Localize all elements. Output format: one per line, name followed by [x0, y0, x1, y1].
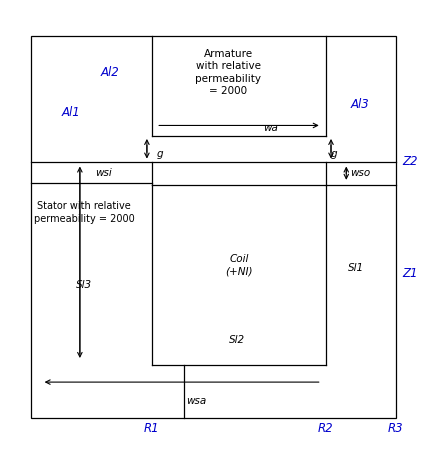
Text: Sl1: Sl1	[347, 263, 363, 273]
Text: Z1: Z1	[401, 268, 417, 281]
Text: g: g	[157, 150, 163, 159]
Bar	[31, 37, 395, 418]
Text: Armature
with relative
permeability
= 2000: Armature with relative permeability = 20…	[195, 49, 261, 96]
Text: wsi: wsi	[95, 168, 111, 178]
Text: Al2: Al2	[100, 66, 119, 79]
Text: Al1: Al1	[62, 106, 81, 119]
Text: wa: wa	[263, 123, 278, 132]
Text: R1: R1	[144, 422, 159, 435]
Text: Stator with relative
permeability = 2000: Stator with relative permeability = 2000	[34, 201, 134, 224]
Text: Z2: Z2	[401, 155, 417, 168]
Text: Al3: Al3	[350, 98, 368, 111]
Text: g: g	[330, 150, 337, 159]
Text: Coil
(+NI): Coil (+NI)	[225, 254, 252, 276]
Text: Sl2: Sl2	[228, 335, 245, 344]
Text: wso: wso	[349, 168, 369, 178]
Text: R2: R2	[317, 422, 333, 435]
Text: wsa: wsa	[185, 396, 206, 406]
Text: Sl3: Sl3	[76, 280, 92, 289]
Text: R3: R3	[387, 422, 403, 435]
